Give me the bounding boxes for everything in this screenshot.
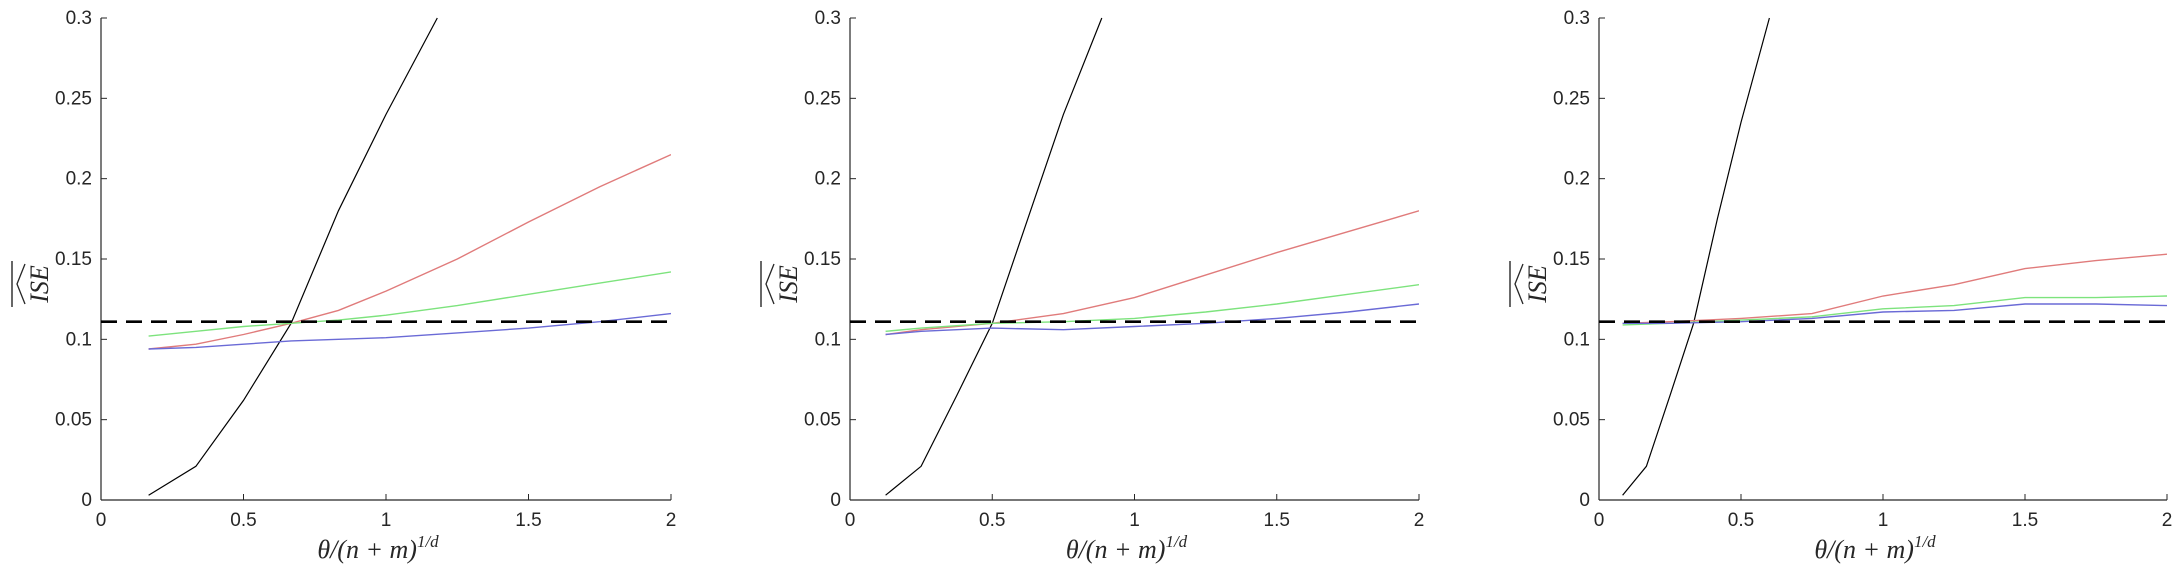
x-tick-label: 0 [845,510,856,531]
y-tick-label: 0.05 [804,410,841,431]
x-axis-label: θ/(n + m)1/d [1066,532,1188,564]
series-line-1 [885,17,1103,496]
plot-area [885,17,1419,496]
series-line-4 [885,303,1419,336]
y-axis-label: ISE [760,261,803,307]
x-axis-label: θ/(n + m)1/d [1814,532,1936,564]
x-tick-label: 2 [666,510,677,531]
x-tick-label: 0.5 [1728,510,1754,531]
x-axis-label: θ/(n + m)1/d [317,532,439,564]
x-tick-label: 1.5 [1264,510,1290,531]
y-tick-label: 0.15 [804,249,841,270]
x-tick-label: 0 [1594,510,1605,531]
x-tick-label: 0.5 [979,510,1005,531]
x-tick-label: 2 [2162,510,2173,531]
x-axis-label-main: θ/(n + m) [317,535,417,564]
y-tick-label: 0.1 [1564,329,1590,350]
y-axis-label-hat [765,263,775,305]
y-tick-label: 0.25 [55,88,92,109]
series-line-4 [148,312,671,350]
y-tick-label: 0.2 [815,169,841,190]
y-tick-label: 0.3 [66,8,92,29]
y-tick-label: 0.25 [804,88,841,109]
y-tick-label: 0 [830,490,841,511]
chart-panel-2: 0 0.5 1 1.5 2 0 0.05 0.1 0.15 0.2 0.25 0.3 θ/(n + m)… [760,8,1425,564]
x-axis-label-superscript: 1/d [1914,532,1936,551]
series-line-1 [1622,17,1770,496]
x-axis-label-superscript: 1/d [1165,532,1187,551]
x-tick-label: 0 [96,510,107,531]
x-axis-label-superscript: 1/d [417,532,439,551]
y-axis-label-hat [1514,263,1524,305]
y-tick-label: 0.15 [55,249,92,270]
x-tick-label: 0.5 [230,510,256,531]
x-axis-label-main: θ/(n + m) [1066,535,1166,564]
y-axis-label-text: ISE [774,265,803,304]
series-line-2 [1622,253,2167,324]
x-axis-label-main: θ/(n + m) [1814,535,1914,564]
y-tick-label: 0.2 [66,169,92,190]
y-axis-label-hat [16,263,26,305]
series-line-2 [148,153,671,350]
series-line-1 [148,17,438,496]
y-tick-label: 0.25 [1553,88,1590,109]
chart-panel-3: 0 0.5 1 1.5 2 0 0.05 0.1 0.15 0.2 0.25 0.3 θ/(n + m)… [1509,8,2173,564]
x-tick-label: 1 [1129,510,1140,531]
y-tick-label: 0.1 [66,329,92,350]
y-tick-label: 0.3 [1564,8,1590,29]
chart-panel-1: 0 0.5 1 1.5 2 0 0.05 0.1 0.15 0.2 0.25 0.3 θ/(n + m)… [11,8,677,564]
series-line-3 [885,284,1419,332]
series-line-3 [148,271,671,337]
series-line-4 [1622,303,2167,324]
plot-area [148,17,671,496]
series-line-2 [885,210,1419,336]
plot-area [1622,17,2167,496]
y-axis-label-text: ISE [1523,265,1552,304]
y-axis-label: ISE [1509,261,1552,307]
y-axis-label: ISE [11,261,54,307]
y-tick-label: 0.2 [1564,169,1590,190]
x-tick-label: 1.5 [515,510,541,531]
x-tick-label: 1 [1878,510,1889,531]
x-tick-label: 2 [1414,510,1425,531]
y-tick-label: 0 [1579,490,1590,511]
x-tick-label: 1.5 [2012,510,2038,531]
y-tick-label: 0.1 [815,329,841,350]
y-tick-label: 0.15 [1553,249,1590,270]
x-tick-label: 1 [381,510,392,531]
y-tick-label: 0.05 [55,410,92,431]
y-tick-label: 0.3 [815,8,841,29]
y-tick-label: 0.05 [1553,410,1590,431]
y-tick-label: 0 [81,490,92,511]
y-axis-label-text: ISE [25,265,54,304]
